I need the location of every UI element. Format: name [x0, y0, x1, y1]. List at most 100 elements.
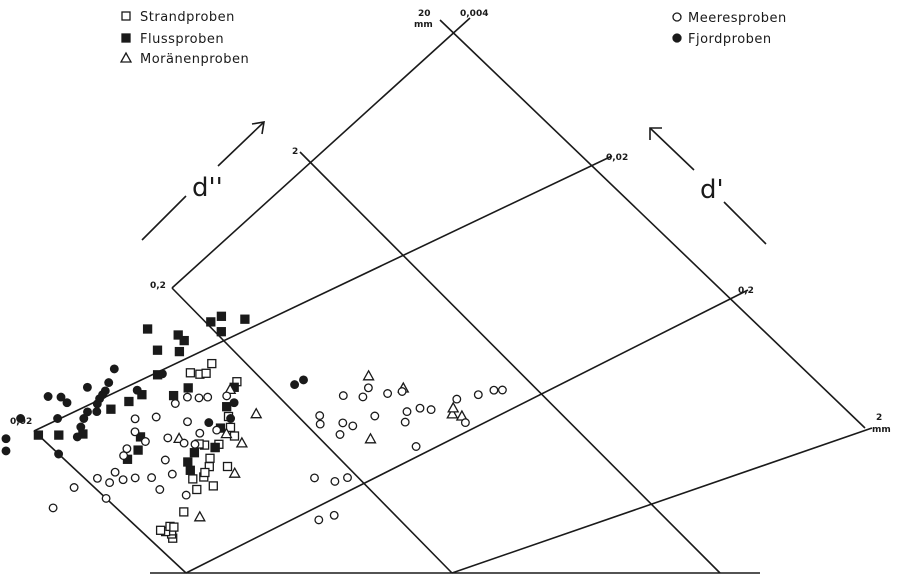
- axis-direction-indicators: d'' d': [141, 121, 767, 245]
- point-fjord-10: [104, 378, 114, 388]
- point-meer-34: [212, 425, 222, 435]
- point-meer-2: [489, 385, 499, 395]
- point-fluss-15: [137, 390, 147, 400]
- axis-label-dp: d': [700, 175, 724, 205]
- point-strand-7: [179, 507, 189, 517]
- point-meer-28: [167, 469, 177, 479]
- tick-dpp-20-unit: mm: [414, 20, 433, 30]
- tick-dpp-0-2: 0,2: [150, 281, 166, 291]
- point-fjord-20: [157, 369, 167, 379]
- tick-dp-2-unit: mm: [872, 425, 891, 435]
- legend-marker-meer: [672, 12, 682, 22]
- point-fluss-1: [189, 448, 200, 458]
- point-meer-9: [338, 418, 348, 428]
- point-strand-19: [185, 368, 196, 378]
- point-fluss-2: [183, 457, 193, 467]
- point-meer-55: [69, 483, 79, 492]
- point-meer-1: [473, 390, 483, 400]
- axis-tick-labels: 0,02 0,2 2 20 mm 0,004 0,02 0,2 2 mm: [10, 9, 891, 435]
- point-meer-46: [151, 412, 161, 422]
- point-meer-38: [118, 475, 128, 485]
- point-meer-0: [497, 385, 507, 395]
- tick-dp-2: 2: [876, 413, 882, 423]
- point-meer-50: [203, 392, 213, 402]
- point-fluss-12: [33, 430, 44, 440]
- point-meer-16: [338, 391, 348, 401]
- arrow-dpp-upper: [217, 121, 265, 167]
- point-fjord-26: [56, 392, 66, 402]
- point-meer-41: [110, 467, 120, 477]
- arrow-dp-upper: [649, 127, 695, 171]
- axis-label-dpp: d'': [192, 173, 223, 203]
- point-meer-21: [330, 476, 340, 486]
- point-fjord-13: [109, 364, 119, 374]
- grid-line-dp-2: [185, 289, 749, 574]
- point-meer-48: [182, 392, 192, 402]
- point-fluss-19: [174, 346, 185, 357]
- point-meer-5: [400, 417, 410, 427]
- point-meer-3: [402, 407, 412, 417]
- data-points: [1, 311, 507, 543]
- point-strand-15: [200, 467, 210, 478]
- point-fjord-2: [76, 422, 86, 432]
- point-meer-20: [343, 473, 352, 483]
- point-moraene-0: [364, 432, 377, 444]
- point-fluss-17: [173, 330, 183, 340]
- point-meer-40: [92, 473, 102, 483]
- arrow-dp-lower: [723, 201, 767, 245]
- point-fjord-16: [16, 414, 26, 423]
- point-fluss-24: [240, 314, 250, 324]
- point-meer-8: [370, 411, 380, 421]
- point-moraene-9: [250, 407, 263, 419]
- point-strand-13: [225, 422, 236, 433]
- point-meer-31: [179, 438, 189, 448]
- point-moraene-12: [193, 510, 206, 522]
- point-meer-44: [130, 427, 140, 437]
- point-fjord-24: [299, 375, 308, 385]
- point-fluss-5: [210, 442, 220, 453]
- point-fluss-25: [216, 311, 227, 321]
- point-meer-29: [147, 473, 157, 483]
- grid-line-dpp-20: [439, 19, 866, 429]
- point-fjord-21: [226, 414, 236, 423]
- tick-dpp-2: 2: [292, 147, 298, 157]
- point-meer-22: [460, 418, 470, 428]
- point-strand-22: [207, 358, 217, 369]
- point-meer-51: [222, 391, 232, 401]
- point-meer-32: [190, 439, 200, 449]
- point-strand-6: [155, 525, 166, 535]
- point-meer-15: [363, 383, 373, 393]
- legend-label-meer: Meeresproben: [688, 11, 787, 26]
- point-fjord-0: [54, 449, 64, 459]
- point-meer-18: [315, 419, 325, 429]
- point-fjord-22: [204, 418, 214, 428]
- point-moraene-8: [447, 401, 460, 413]
- point-meer-25: [329, 510, 339, 520]
- tick-dp-0-2: 0,2: [738, 286, 754, 296]
- point-meer-4: [452, 394, 462, 404]
- point-meer-26: [181, 490, 191, 500]
- point-meer-17: [315, 411, 325, 421]
- legend: Strandproben Flussproben Moränenproben M…: [119, 10, 787, 67]
- point-fluss-0: [185, 465, 195, 475]
- point-meer-7: [415, 403, 425, 413]
- point-strand-26: [188, 474, 198, 484]
- point-fjord-17: [1, 446, 11, 456]
- point-meer-53: [163, 433, 173, 443]
- point-meer-54: [48, 503, 58, 513]
- point-strand-23: [208, 481, 218, 491]
- diagram-grid: [33, 17, 873, 574]
- point-meer-6: [426, 405, 436, 415]
- point-fluss-21: [179, 335, 189, 346]
- point-fluss-23: [216, 327, 226, 337]
- point-fluss-11: [54, 430, 64, 440]
- tick-dp-0-004: 0,004: [460, 9, 488, 19]
- point-meer-30: [160, 455, 170, 465]
- point-fjord-9: [100, 386, 110, 396]
- legend-label-moraene: Moränenproben: [140, 52, 249, 67]
- legend-marker-moraene: [119, 51, 133, 63]
- point-fjord-19: [132, 385, 142, 395]
- point-strand-8: [192, 484, 202, 495]
- point-moraene-4: [220, 427, 233, 439]
